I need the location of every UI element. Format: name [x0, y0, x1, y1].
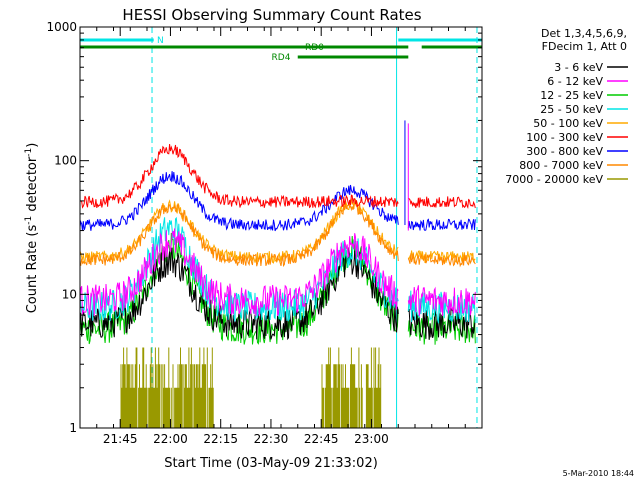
series-line-6-12keV	[79, 228, 476, 317]
y-tick-label-1: 1	[69, 421, 77, 435]
legend: Det 1,3,4,5,6,9,FDecim 1, Att 0 3 - 6 keV…	[505, 27, 628, 186]
legend-label-4: 25 - 50 keV	[540, 103, 603, 116]
x-tick-label-2215: 22:15	[203, 432, 238, 446]
x-tick-label-2300: 23:00	[354, 432, 389, 446]
series-line-50-100keV	[79, 198, 476, 264]
y-tick-label-1000: 1000	[46, 20, 77, 34]
series-line-800-7000keV	[79, 202, 476, 268]
y-tick-label-10: 10	[62, 287, 77, 301]
x-axis-label: Start Time (03-May-09 21:33:02)	[164, 456, 378, 471]
x-tick-label-2145: 21:45	[103, 432, 138, 446]
legend-header-line-1: Det 1,3,4,5,6,9,	[541, 27, 627, 40]
legend-label-9: 7000 - 20000 keV	[505, 173, 603, 186]
y-axis-label-main: Count Rate (s	[25, 225, 40, 314]
legend-label-7: 300 - 800 keV	[526, 145, 603, 158]
legend-label-8: 800 - 7000 keV	[519, 159, 603, 172]
series-line-7000-20000keV	[120, 347, 382, 428]
x-tick-label-2245: 22:45	[304, 432, 339, 446]
flag-label-n: N	[157, 36, 164, 46]
series-line-300-800keV	[79, 171, 476, 232]
x-tick-label-2230: 22:30	[254, 432, 289, 446]
y-axis-label-exp1: -1	[24, 216, 34, 225]
series-line-100-300keV	[80, 143, 476, 209]
chart-title: HESSI Observing Summary Count Rates	[122, 6, 421, 24]
legend-header-line-2: FDecim 1, Att 0	[542, 40, 627, 53]
flag-label-rd4: RD4	[272, 53, 291, 63]
flag-label-rd0: RD0	[305, 43, 324, 53]
y-axis-label-exp2: -1	[24, 148, 34, 157]
plot-area: N RD0 RD4 1 10 100 1000 21:45 22:00 22:15 22:30 22:…	[46, 20, 483, 446]
legend-label-5: 50 - 100 keV	[533, 117, 603, 130]
legend-label-1: 3 - 6 keV	[554, 61, 603, 74]
footer-date-stamp: 5-Mar-2010 18:44	[563, 469, 634, 478]
legend-label-2: 6 - 12 keV	[547, 75, 603, 88]
legend-label-6: 100 - 300 keV	[526, 131, 603, 144]
y-tick-label-100: 100	[54, 154, 77, 168]
y-axis-label-end: )	[25, 143, 40, 148]
y-axis-label: Count Rate (s-1 detector-1)	[24, 143, 40, 314]
legend-label-3: 12 - 25 keV	[540, 89, 603, 102]
x-tick-label-2200: 22:00	[153, 432, 188, 446]
y-axis-label-mid: detector	[25, 156, 40, 216]
